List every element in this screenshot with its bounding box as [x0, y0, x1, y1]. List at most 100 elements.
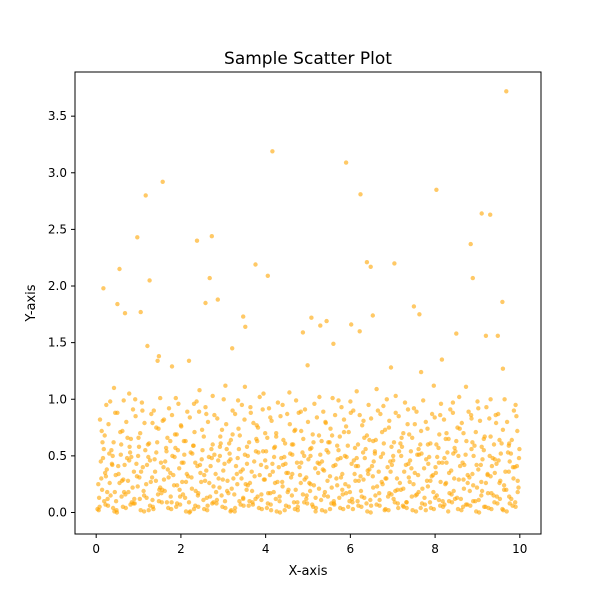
scatter-point	[316, 486, 322, 491]
scatter-point	[391, 453, 396, 459]
scatter-point	[343, 491, 349, 496]
scatter-point	[261, 391, 266, 396]
scatter-point	[280, 484, 285, 489]
scatter-point	[280, 462, 286, 468]
scatter-point	[243, 324, 248, 329]
scatter-point	[99, 487, 105, 492]
scatter-point	[509, 437, 514, 443]
scatter-point	[373, 493, 378, 498]
scatter-point	[479, 444, 484, 449]
scatter-point	[219, 427, 225, 432]
scatter-point	[445, 450, 450, 455]
x-tick-label: 10	[512, 542, 527, 556]
scatter-point	[104, 402, 109, 408]
scatter-point	[310, 432, 315, 437]
scatter-point	[378, 454, 384, 460]
scatter-point	[221, 397, 226, 402]
scatter-point	[391, 496, 396, 502]
scatter-point	[138, 309, 143, 315]
scatter-point	[191, 443, 196, 448]
scatter-point	[132, 501, 137, 506]
scatter-point	[389, 492, 394, 497]
scatter-point	[424, 478, 430, 483]
scatter-point	[478, 462, 483, 468]
scatter-point	[362, 455, 367, 461]
scatter-point	[169, 500, 174, 505]
scatter-point	[235, 455, 240, 461]
scatter-point	[458, 496, 464, 502]
scatter-point	[132, 496, 137, 502]
scatter-point	[270, 469, 275, 474]
scatter-point	[331, 499, 336, 504]
scatter-point	[240, 467, 245, 472]
scatter-point	[440, 499, 445, 504]
scatter-point	[286, 487, 291, 492]
scatter-point	[294, 460, 300, 465]
scatter-point	[197, 388, 202, 393]
scatter-point	[189, 475, 194, 480]
scatter-point	[403, 462, 409, 468]
scatter-point	[500, 427, 506, 432]
scatter-point	[235, 398, 241, 403]
scatter-point	[344, 454, 349, 460]
scatter-point	[405, 407, 411, 412]
scatter-point	[275, 400, 281, 405]
scatter-point	[503, 469, 508, 474]
scatter-point	[136, 435, 141, 440]
scatter-point	[196, 409, 202, 414]
scatter-point	[282, 454, 287, 460]
scatter-point	[434, 442, 439, 447]
scatter-point	[468, 503, 473, 508]
scatter-point	[127, 391, 132, 396]
scatter-point	[490, 455, 495, 461]
scatter-point	[286, 504, 292, 509]
scatter-point	[307, 480, 312, 486]
scatter-point	[130, 485, 135, 490]
scatter-point	[471, 453, 476, 459]
scatter-point	[338, 475, 344, 480]
scatter-point	[177, 487, 182, 492]
scatter-point	[221, 468, 226, 473]
scatter-point	[102, 470, 108, 476]
scatter-point	[268, 415, 273, 420]
scatter-point	[98, 459, 104, 464]
scatter-point	[151, 408, 156, 413]
scatter-point	[457, 394, 462, 400]
scatter-point	[282, 441, 288, 446]
scatter-point	[126, 489, 131, 495]
scatter-point	[135, 235, 140, 240]
scatter-point	[349, 461, 354, 466]
scatter-point	[422, 502, 428, 507]
scatter-point	[105, 503, 111, 508]
scatter-point	[305, 501, 310, 506]
scatter-point	[389, 462, 395, 468]
scatter-point	[479, 493, 484, 498]
scatter-point	[502, 397, 507, 402]
scatter-point	[285, 411, 290, 417]
scatter-point	[199, 427, 205, 432]
scatter-point	[223, 383, 228, 388]
scatter-point	[516, 455, 522, 461]
scatter-point	[507, 459, 512, 464]
scatter-point	[282, 508, 287, 513]
scatter-point	[204, 411, 209, 417]
scatter-point	[259, 492, 264, 497]
scatter-point	[149, 411, 154, 417]
scatter-point	[369, 463, 375, 469]
scatter-point	[196, 504, 201, 509]
scatter-point	[367, 437, 372, 443]
scatter-point	[475, 399, 480, 404]
scatter-point	[195, 463, 200, 469]
scatter-point	[495, 333, 500, 338]
scatter-point	[394, 476, 400, 481]
scatter-point	[291, 442, 296, 447]
scatter-point	[243, 482, 248, 487]
scatter-point	[347, 489, 353, 495]
scatter-point	[119, 442, 124, 447]
scatter-point	[267, 472, 273, 478]
scatter-point	[418, 505, 423, 511]
scatter-point	[393, 410, 398, 415]
scatter-point	[301, 436, 306, 442]
scatter-point	[236, 426, 241, 431]
